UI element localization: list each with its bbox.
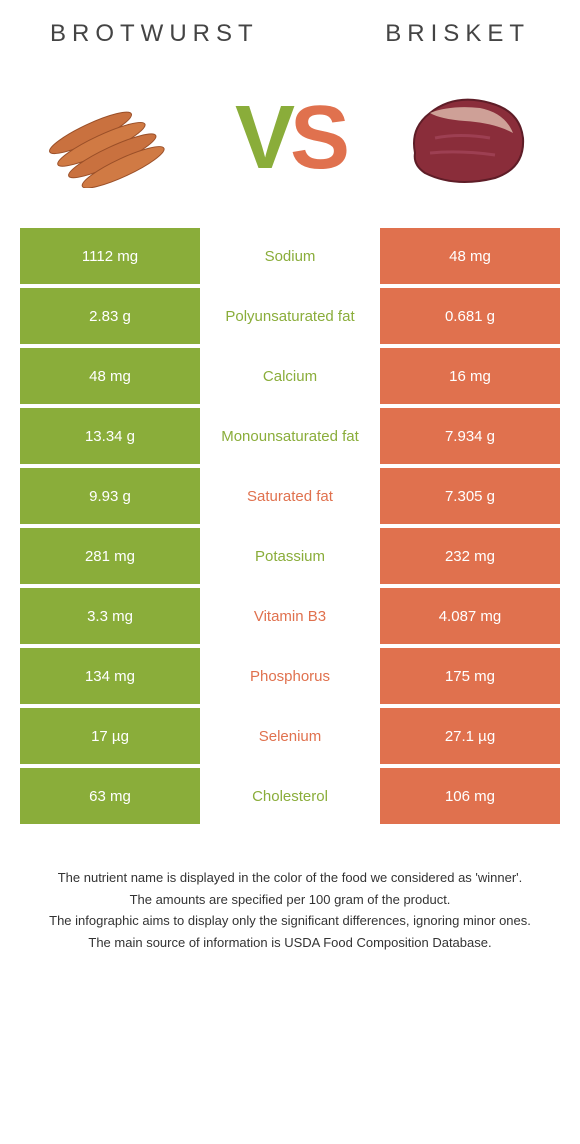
footer-line: The nutrient name is displayed in the co… xyxy=(30,868,550,888)
table-row: 48 mg Calcium 16 mg xyxy=(20,348,560,404)
title-row: BROTWURST BRISKET xyxy=(20,20,560,58)
left-value: 9.93 g xyxy=(20,468,200,524)
right-value: 232 mg xyxy=(380,528,560,584)
right-value: 27.1 µg xyxy=(380,708,560,764)
nutrient-name: Monounsaturated fat xyxy=(200,408,380,464)
right-value: 175 mg xyxy=(380,648,560,704)
footer-notes: The nutrient name is displayed in the co… xyxy=(20,828,560,952)
right-value: 16 mg xyxy=(380,348,560,404)
table-row: 13.34 g Monounsaturated fat 7.934 g xyxy=(20,408,560,464)
right-value: 106 mg xyxy=(380,768,560,824)
brotwurst-image xyxy=(40,78,190,198)
left-value: 1112 mg xyxy=(20,228,200,284)
footer-line: The main source of information is USDA F… xyxy=(30,933,550,953)
left-value: 281 mg xyxy=(20,528,200,584)
left-value: 48 mg xyxy=(20,348,200,404)
nutrient-name: Phosphorus xyxy=(200,648,380,704)
nutrient-name: Calcium xyxy=(200,348,380,404)
footer-line: The amounts are specified per 100 gram o… xyxy=(30,890,550,910)
table-row: 281 mg Potassium 232 mg xyxy=(20,528,560,584)
left-value: 3.3 mg xyxy=(20,588,200,644)
vs-v: V xyxy=(235,88,290,188)
hero-row: VS xyxy=(20,58,560,228)
infographic-container: BROTWURST BRISKET VS xyxy=(0,0,580,964)
left-value: 134 mg xyxy=(20,648,200,704)
vs-label: VS xyxy=(235,87,345,190)
nutrient-name: Saturated fat xyxy=(200,468,380,524)
right-value: 7.934 g xyxy=(380,408,560,464)
table-row: 134 mg Phosphorus 175 mg xyxy=(20,648,560,704)
comparison-table: 1112 mg Sodium 48 mg 2.83 g Polyunsatura… xyxy=(20,228,560,824)
left-value: 17 µg xyxy=(20,708,200,764)
nutrient-name: Selenium xyxy=(200,708,380,764)
table-row: 63 mg Cholesterol 106 mg xyxy=(20,768,560,824)
footer-line: The infographic aims to display only the… xyxy=(30,911,550,931)
table-row: 17 µg Selenium 27.1 µg xyxy=(20,708,560,764)
nutrient-name: Cholesterol xyxy=(200,768,380,824)
right-value: 48 mg xyxy=(380,228,560,284)
nutrient-name: Vitamin B3 xyxy=(200,588,380,644)
left-value: 2.83 g xyxy=(20,288,200,344)
table-row: 1112 mg Sodium 48 mg xyxy=(20,228,560,284)
nutrient-name: Potassium xyxy=(200,528,380,584)
right-food-title: BRISKET xyxy=(385,20,530,48)
nutrient-name: Sodium xyxy=(200,228,380,284)
brisket-image xyxy=(390,78,540,198)
right-value: 0.681 g xyxy=(380,288,560,344)
table-row: 9.93 g Saturated fat 7.305 g xyxy=(20,468,560,524)
vs-s: S xyxy=(290,88,345,188)
left-value: 13.34 g xyxy=(20,408,200,464)
left-food-title: BROTWURST xyxy=(50,20,259,48)
nutrient-name: Polyunsaturated fat xyxy=(200,288,380,344)
right-value: 7.305 g xyxy=(380,468,560,524)
table-row: 2.83 g Polyunsaturated fat 0.681 g xyxy=(20,288,560,344)
right-value: 4.087 mg xyxy=(380,588,560,644)
table-row: 3.3 mg Vitamin B3 4.087 mg xyxy=(20,588,560,644)
left-value: 63 mg xyxy=(20,768,200,824)
